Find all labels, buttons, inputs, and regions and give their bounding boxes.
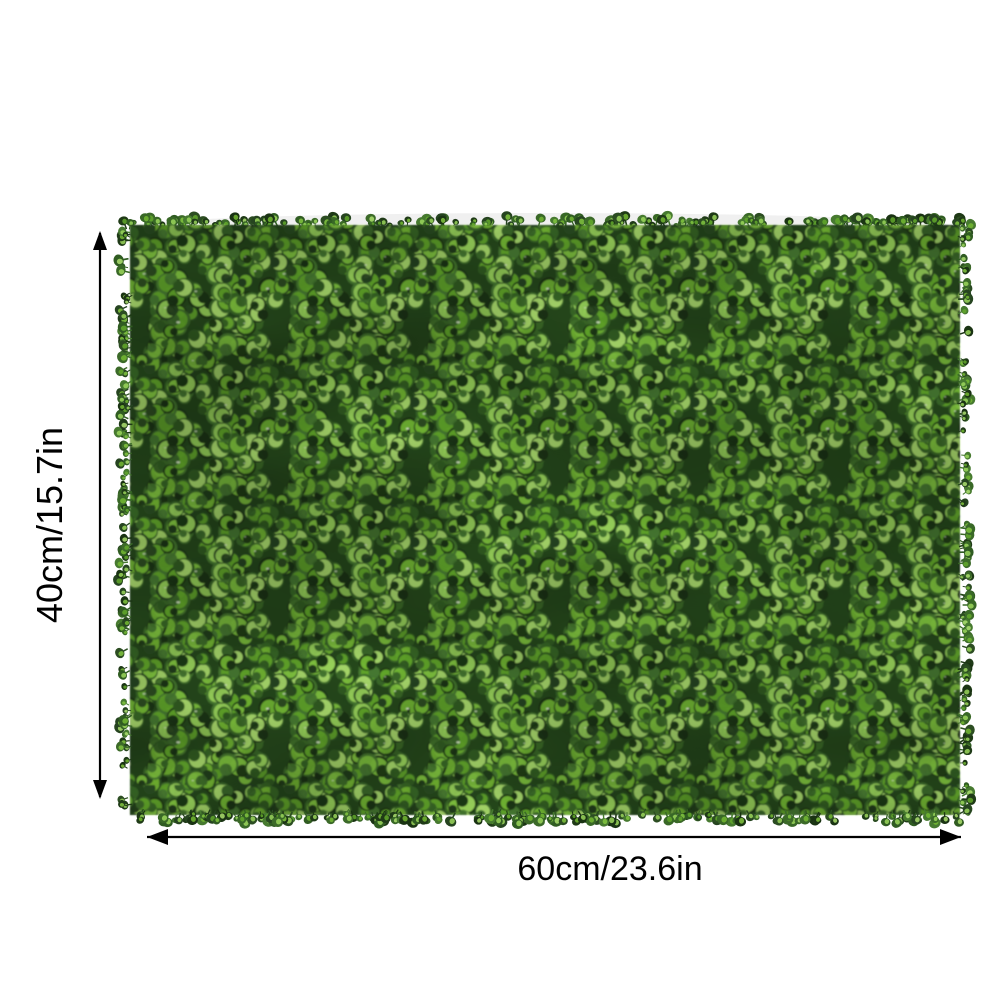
svg-text:40cm/15.7in: 40cm/15.7in xyxy=(29,427,70,623)
svg-text:60cm/23.6in: 60cm/23.6in xyxy=(517,850,702,888)
